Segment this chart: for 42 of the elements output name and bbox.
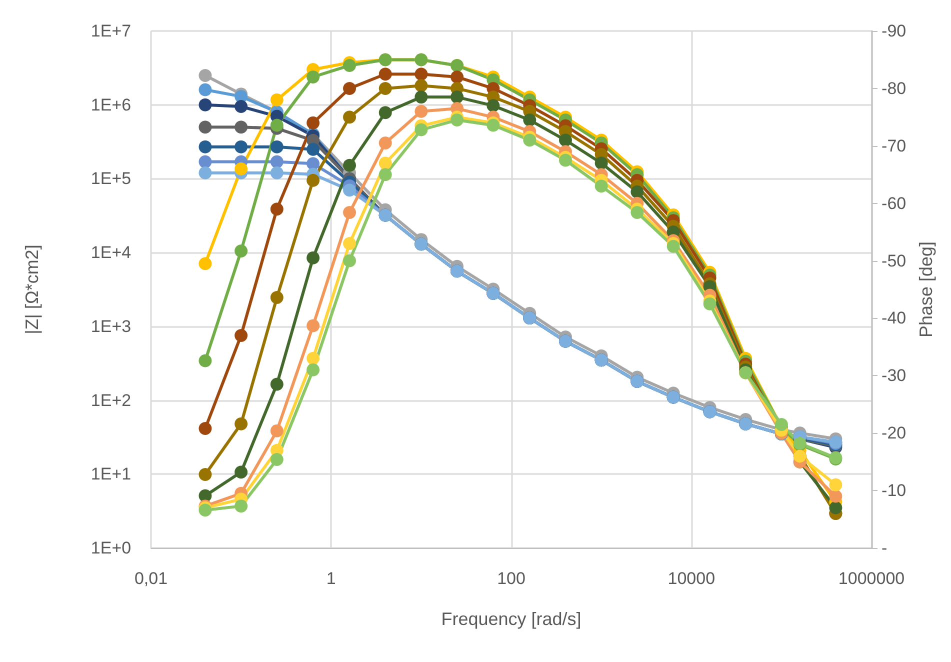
x-tick-label: 0,01 — [134, 569, 168, 588]
y2-tick-label: -20 — [882, 424, 906, 443]
y-tick-label: 1E+3 — [90, 316, 132, 336]
point — [306, 157, 320, 170]
point — [270, 166, 284, 180]
x-tick-label: 1 — [326, 569, 336, 588]
y2-tick-label: -10 — [882, 481, 906, 500]
y2-tick-label: - — [882, 538, 888, 558]
point — [198, 140, 212, 154]
x-tick-label: 100 — [497, 569, 526, 588]
y-tick-label: 1E+7 — [90, 22, 132, 40]
y-tick-label: 1E+5 — [90, 169, 132, 188]
y2-tick-label: -90 — [882, 22, 906, 40]
y2-tick-label: -80 — [882, 78, 906, 98]
point — [198, 120, 212, 134]
y-tick-label: 1E+0 — [90, 538, 132, 558]
x-tick-label: 10000 — [668, 569, 716, 588]
y2-tick-label: -30 — [882, 366, 906, 386]
point — [198, 83, 212, 96]
point — [198, 166, 212, 180]
y2-tick-label: -60 — [882, 194, 906, 213]
y-axis-title: |Z| [Ω*cm2] — [22, 244, 42, 334]
point — [343, 184, 356, 197]
point — [234, 100, 248, 113]
point — [198, 155, 212, 168]
y-tick-label: 1E+6 — [90, 95, 132, 114]
y-tick-label: 1E+2 — [90, 390, 132, 410]
point — [270, 155, 284, 168]
x-tick-label: 1000000 — [838, 569, 905, 588]
point — [234, 140, 248, 154]
y-tick-label: 1E+4 — [90, 243, 132, 262]
y2-tick-label: -40 — [882, 308, 906, 328]
y-tick-label: 1E+1 — [90, 464, 132, 484]
point — [234, 120, 248, 134]
y2-tick-label: -70 — [882, 136, 906, 156]
x-axis-title: Frequency [rad/s] — [441, 609, 582, 629]
point — [270, 140, 284, 154]
point — [306, 142, 320, 156]
y2-axis-title: Phase [deg] — [916, 241, 936, 338]
point — [198, 68, 212, 82]
point — [198, 98, 212, 112]
y2-tick-label: -50 — [882, 251, 906, 270]
